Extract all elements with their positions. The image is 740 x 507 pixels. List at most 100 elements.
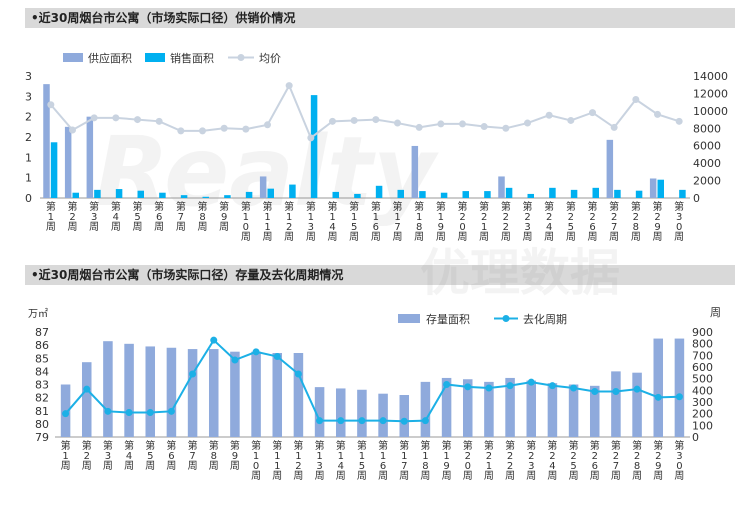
svg-text:3: 3 <box>105 451 111 462</box>
svg-text:1: 1 <box>316 451 322 462</box>
sales-bar <box>570 189 578 198</box>
sales-bar <box>397 189 404 198</box>
svg-text:周: 周 <box>458 231 468 243</box>
legend-label-supply: 供应面积 <box>88 51 132 65</box>
svg-text:周: 周 <box>328 231 338 243</box>
svg-text:周: 周 <box>306 231 316 243</box>
svg-text:第: 第 <box>458 200 468 213</box>
cycle-point <box>612 388 620 395</box>
svg-text:第: 第 <box>306 200 316 213</box>
svg-text:1: 1 <box>394 212 400 223</box>
svg-text:0: 0 <box>465 461 471 472</box>
cycle-point <box>400 417 408 425</box>
svg-text:3: 3 <box>91 212 97 223</box>
y-left-tick-label: 2 <box>25 111 32 124</box>
stock-bar <box>632 372 642 437</box>
chart1-legend: 供应面积 销售面积 均价 <box>63 51 281 65</box>
svg-text:1: 1 <box>274 451 280 462</box>
y-left-tick-label: 1 <box>25 172 32 185</box>
svg-text:2: 2 <box>592 451 598 462</box>
supply-bar <box>259 176 267 198</box>
svg-text:9: 9 <box>655 461 661 472</box>
y-left-tick-label: 83 <box>35 379 49 392</box>
svg-text:0: 0 <box>676 461 682 472</box>
svg-text:第: 第 <box>219 200 229 213</box>
y-left-tick-label: 2 <box>25 131 32 144</box>
price-line <box>50 83 680 140</box>
svg-text:2: 2 <box>84 451 90 462</box>
x-tick-label: 第8周 <box>209 439 219 472</box>
cycle-point <box>421 417 429 425</box>
svg-text:周: 周 <box>631 231 641 243</box>
y-right-tick-label: 10000 <box>693 105 728 118</box>
svg-text:第: 第 <box>526 439 536 452</box>
y-right-tick-label: 14000 <box>693 70 728 83</box>
svg-text:周: 周 <box>436 231 446 243</box>
stock-bar <box>81 362 92 437</box>
sales-bar <box>202 196 209 198</box>
price-point <box>610 123 618 131</box>
supply-bar <box>606 139 614 198</box>
chart2-legend: 存量面积 去化周期 <box>398 312 567 326</box>
svg-text:9: 9 <box>221 212 227 223</box>
svg-text:第: 第 <box>111 200 121 213</box>
cycle-point <box>146 409 154 416</box>
sales-bar <box>635 190 643 198</box>
stock-bar <box>378 393 388 437</box>
svg-text:第: 第 <box>188 439 198 452</box>
cycle-point <box>633 385 641 393</box>
svg-text:周: 周 <box>674 231 684 243</box>
stock-bar <box>462 379 473 437</box>
svg-text:周: 周 <box>484 470 494 482</box>
svg-text:第: 第 <box>523 200 533 213</box>
svg-text:7: 7 <box>611 222 617 233</box>
stock-bar <box>653 338 664 437</box>
svg-text:第: 第 <box>479 200 489 213</box>
svg-text:第: 第 <box>590 439 600 452</box>
svg-text:周: 周 <box>89 221 99 233</box>
sales-bar <box>50 142 58 198</box>
svg-text:周: 周 <box>569 470 579 482</box>
svg-text:3: 3 <box>308 222 314 233</box>
svg-text:第: 第 <box>133 200 143 213</box>
y-right-tick-label: 400 <box>692 384 713 397</box>
cycle-point <box>252 348 260 356</box>
x-tick-label: 第7周 <box>188 439 198 472</box>
svg-text:第: 第 <box>442 439 452 452</box>
svg-text:周: 周 <box>505 470 515 482</box>
svg-text:周: 周 <box>241 231 251 243</box>
cycle-point <box>316 417 324 425</box>
sales-bar <box>419 191 426 198</box>
svg-text:1: 1 <box>48 212 54 223</box>
svg-text:7: 7 <box>613 461 619 472</box>
svg-text:2: 2 <box>634 451 640 462</box>
svg-text:周: 周 <box>588 231 598 243</box>
sales-bar <box>72 192 79 198</box>
svg-text:第: 第 <box>284 200 294 213</box>
stock-bar <box>166 347 177 437</box>
svg-text:6: 6 <box>592 461 598 472</box>
svg-text:1: 1 <box>264 212 270 223</box>
sales-bar <box>159 192 166 198</box>
svg-text:周: 周 <box>154 221 164 233</box>
x-tick-label: 第1周 <box>61 439 71 472</box>
x-tick-label: 第1周 <box>46 200 56 233</box>
cycle-point <box>189 370 197 378</box>
cycle-point <box>464 383 472 391</box>
svg-text:第: 第 <box>68 200 78 213</box>
x-tick-label: 第5周 <box>145 439 155 472</box>
svg-text:周: 周 <box>371 231 381 243</box>
supply-bar <box>498 176 505 198</box>
supply-bar <box>649 178 657 198</box>
legend-label-cycle: 去化周期 <box>523 312 567 326</box>
